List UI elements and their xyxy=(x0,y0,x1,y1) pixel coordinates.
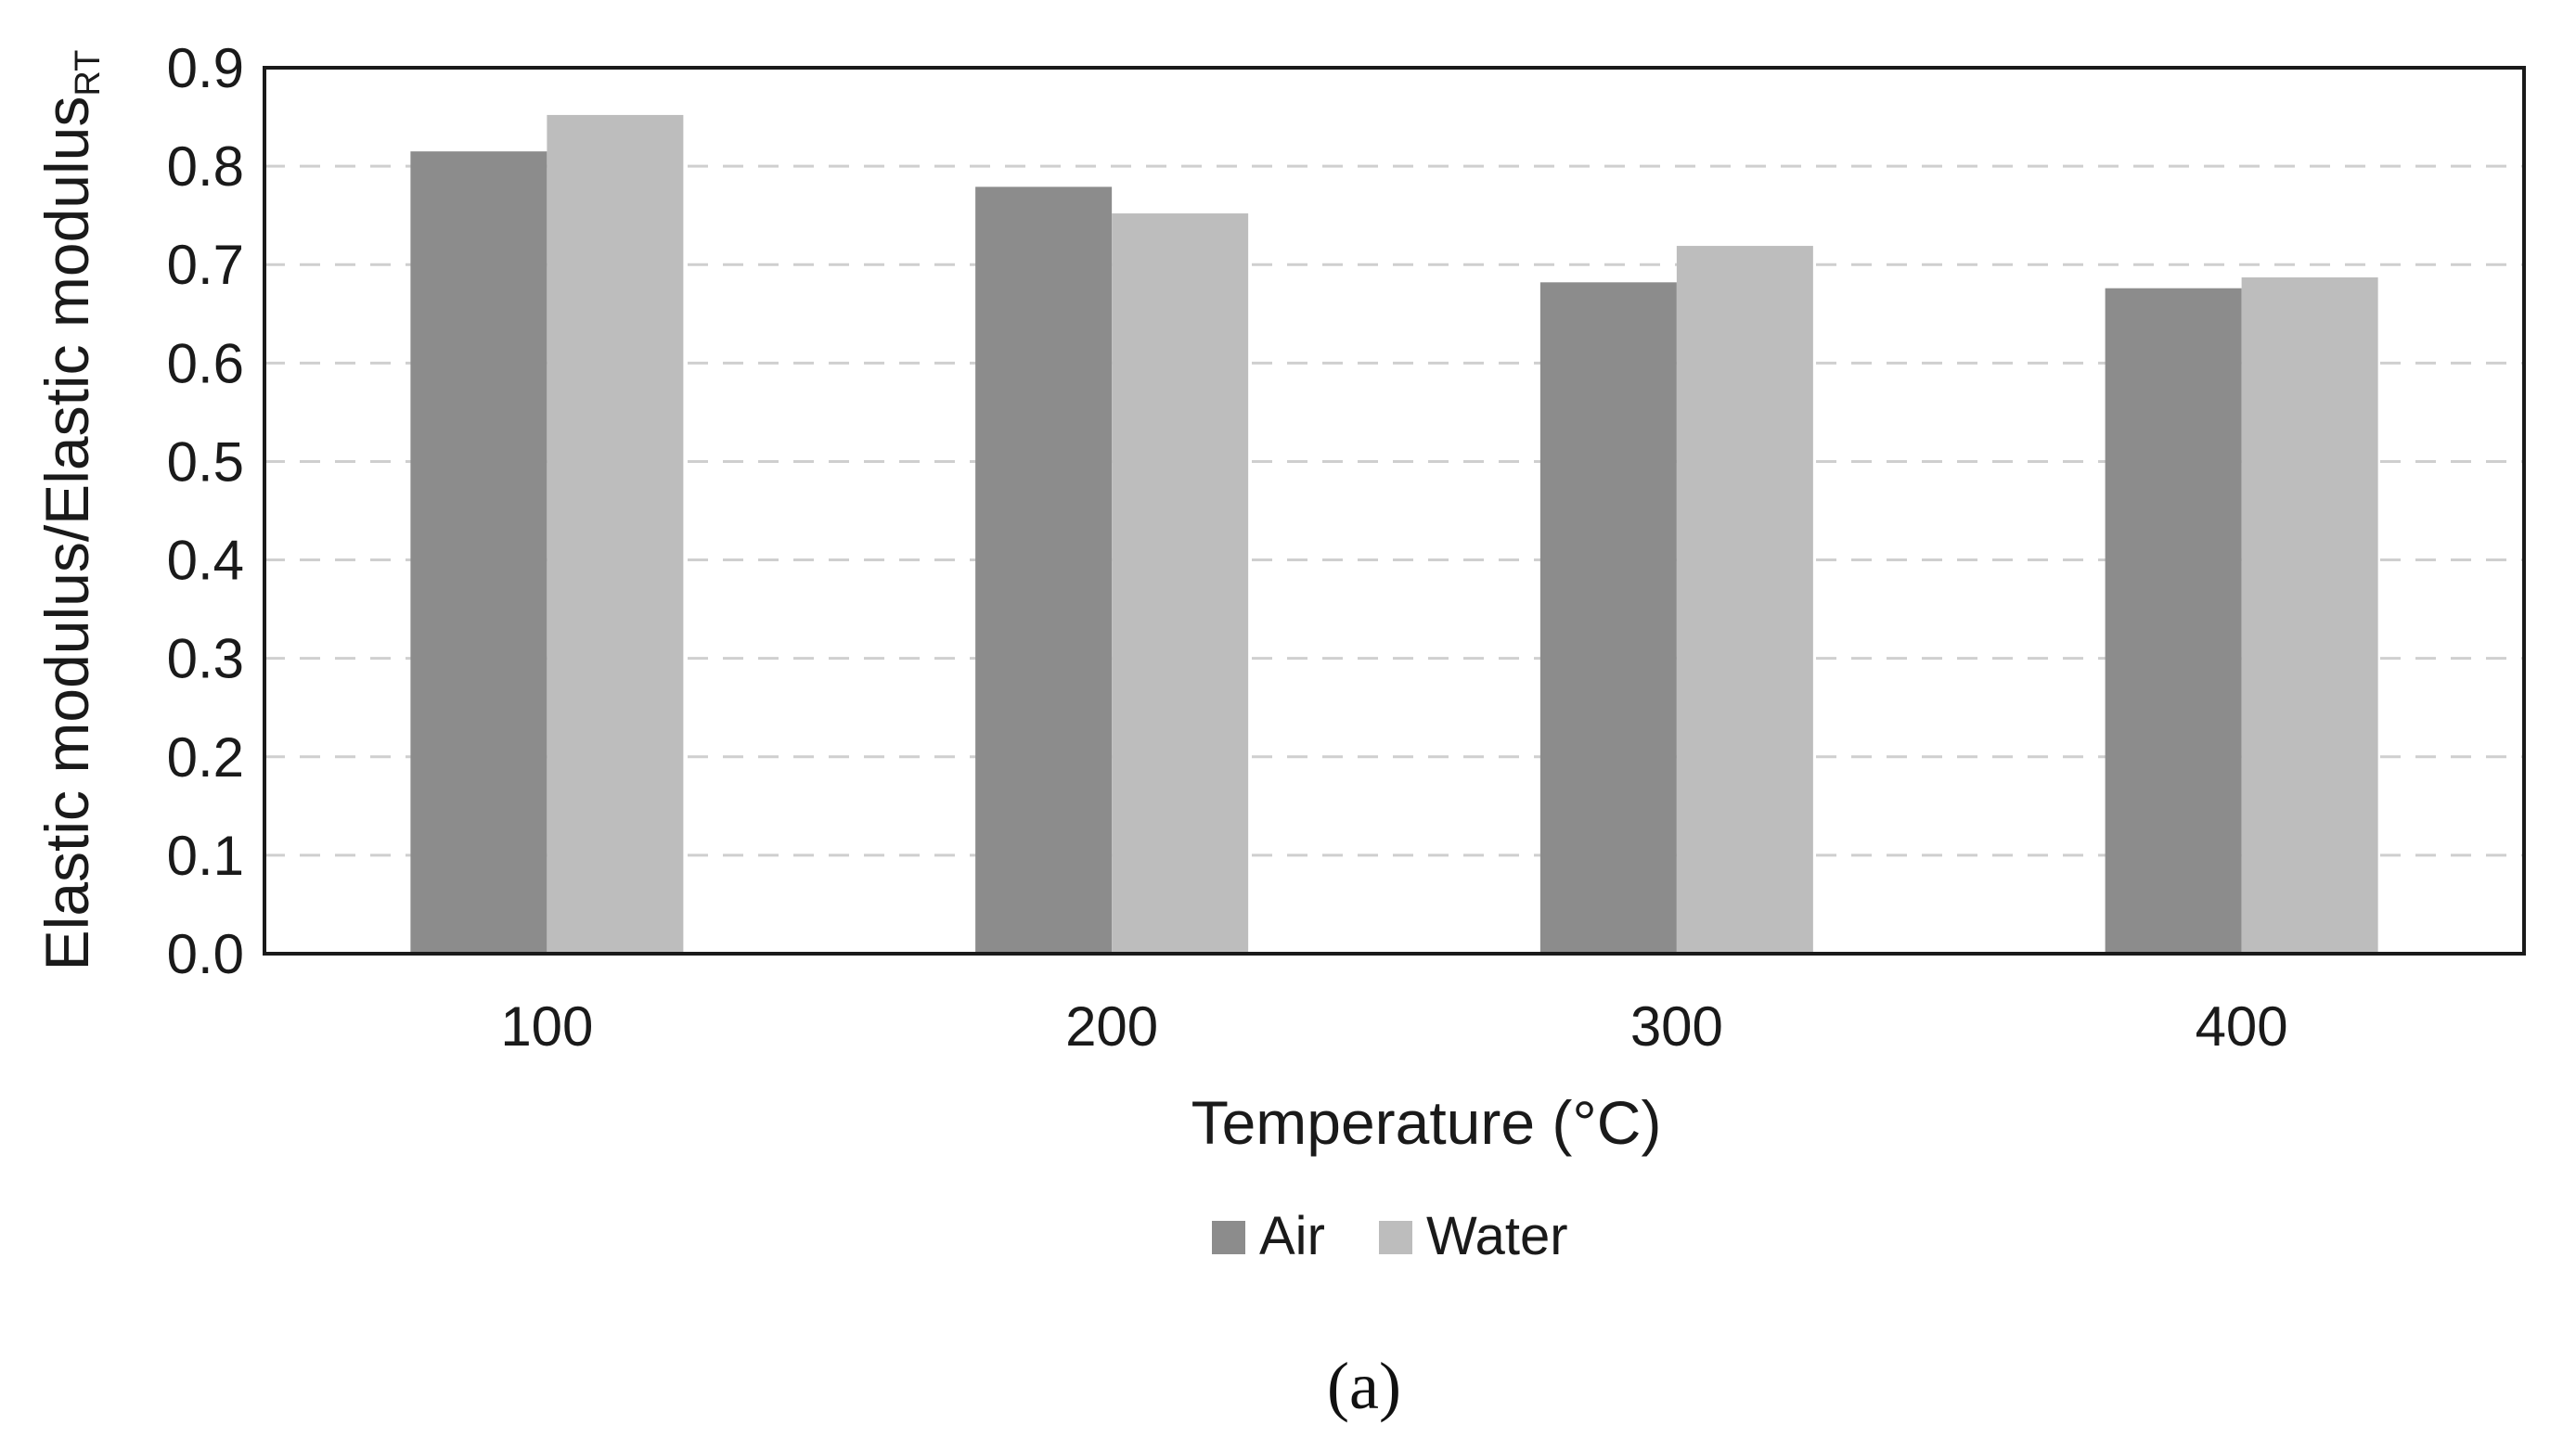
y-tick-label: 0.8 xyxy=(167,135,244,198)
y-tick-label: 0.3 xyxy=(167,628,244,690)
x-tick-label: 100 xyxy=(500,995,593,1058)
x-tick-label: 400 xyxy=(2196,995,2288,1058)
x-tick-label: 200 xyxy=(1065,995,1158,1058)
bar-water-100 xyxy=(547,114,684,954)
plot-frame xyxy=(263,66,2526,956)
y-axis-label: Elastic modulus/Elastic modulusRT xyxy=(32,50,108,971)
y-tick-label: 0.1 xyxy=(167,825,244,887)
y-tick-label: 0.6 xyxy=(167,332,244,394)
y-tick-label: 0.4 xyxy=(167,530,244,592)
x-axis-label: Temperature (°C) xyxy=(1191,1088,1662,1157)
y-axis-label-main: Elastic modulus/Elastic modulus xyxy=(32,96,101,971)
y-tick-label: 0.9 xyxy=(167,37,244,99)
y-axis-label-subscript: RT xyxy=(69,50,108,96)
y-tick-label: 0.7 xyxy=(167,234,244,296)
y-tick-label: 0.2 xyxy=(167,726,244,789)
figure-caption: (a) xyxy=(1327,1349,1401,1423)
bar-water-400 xyxy=(2241,277,2378,954)
bar-air-400 xyxy=(2105,288,2242,954)
legend-swatch-air xyxy=(1212,1221,1245,1254)
legend: Air Water xyxy=(1212,1206,1568,1266)
bar-air-300 xyxy=(1539,282,1677,954)
y-tick-label: 0.5 xyxy=(167,430,244,493)
bar-air-200 xyxy=(975,186,1113,955)
bar-water-300 xyxy=(1676,246,1813,954)
bar-water-200 xyxy=(1112,213,1249,955)
y-tick-label: 0.0 xyxy=(167,923,244,985)
y-tick-labels: 0.0 0.1 0.2 0.3 0.4 0.5 0.6 0.7 0.8 0.9 xyxy=(167,37,244,985)
x-tick-label: 300 xyxy=(1630,995,1723,1058)
bar-air-100 xyxy=(410,151,547,954)
bars xyxy=(410,114,2378,955)
legend-label-air: Air xyxy=(1259,1206,1325,1266)
x-tick-labels: 100 200 300 400 xyxy=(500,995,2287,1058)
legend-label-water: Water xyxy=(1426,1206,1568,1266)
legend-swatch-water xyxy=(1379,1221,1412,1254)
